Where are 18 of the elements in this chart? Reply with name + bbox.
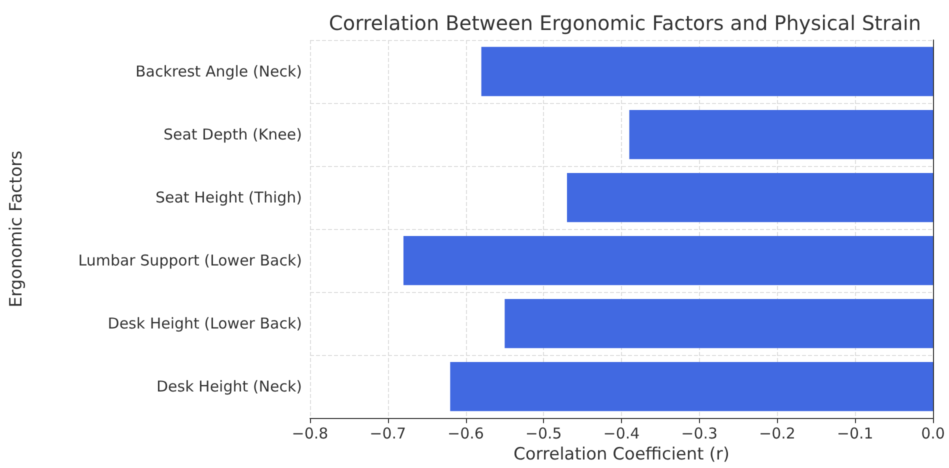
y-tick-label: Backrest Angle (Neck) [136,62,302,81]
y-tick-label: Desk Height (Neck) [156,378,302,396]
x-tick-label: −0.4 [603,424,640,443]
x-tick-label: −0.7 [370,424,406,443]
y-axis-title: Ergonomic Factors [6,150,26,308]
x-tick-label: −0.8 [292,424,328,443]
y-tick-label: Seat Height (Thigh) [155,188,302,207]
y-tick-label: Lumbar Support (Lower Back) [78,252,302,270]
x-tick-label: −0.6 [448,424,484,443]
x-tick-label: −0.3 [681,424,718,443]
x-tick-label: 0.0 [921,424,945,443]
y-tick-label: Desk Height (Lower Back) [108,314,302,333]
x-tick-label: −0.2 [759,424,796,443]
x-tick-label: −0.5 [525,424,562,443]
x-axis-title: Correlation Coefficient (r) [514,444,730,464]
chart-title: Correlation Between Ergonomic Factors and Physical Strain [328,11,922,35]
x-tick-label: −0.1 [836,424,874,443]
y-tick-label: Seat Depth (Knee) [163,126,302,144]
